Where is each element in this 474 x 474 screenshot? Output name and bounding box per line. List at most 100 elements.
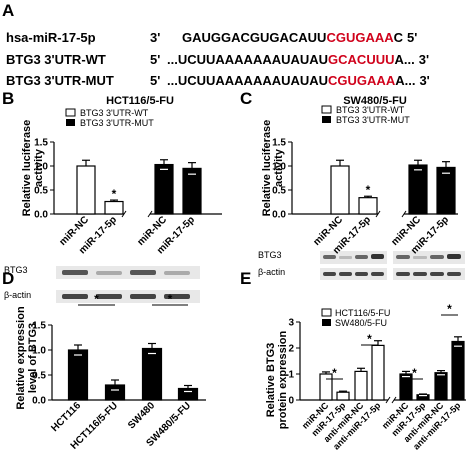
- blot-label-actin: β-actin: [4, 290, 31, 300]
- panel-b-legend: BTG3 3'UTR-WT BTG3 3'UTR-MUT: [65, 108, 154, 128]
- blot-band: [371, 272, 384, 276]
- blot-band: [355, 272, 368, 276]
- legend-swatch-hct116: [321, 308, 332, 317]
- significance-marker: *: [168, 292, 173, 306]
- bar: [154, 163, 174, 215]
- panel-b-ylabel: Relative luciferaseactivity: [21, 120, 45, 217]
- x-tick-label: HCT116: [49, 400, 83, 434]
- bar: [319, 373, 333, 401]
- bar: [67, 349, 89, 401]
- blot-band: [371, 254, 384, 259]
- ylabel-line-2: protein expression: [277, 331, 289, 430]
- blot-band: [164, 294, 190, 299]
- legend-label-wt: BTG3 3'UTR-WT: [336, 105, 405, 115]
- ylabel-line-1: Relative BTG3: [265, 343, 277, 418]
- blot-band: [447, 272, 461, 276]
- y-tick-label: 0.0: [32, 396, 46, 407]
- blot-band: [62, 294, 88, 299]
- significance-marker: *: [112, 187, 117, 201]
- bar: [399, 373, 413, 401]
- panel-label-e: E: [240, 269, 251, 288]
- y-tick-label: 0.5: [272, 186, 286, 197]
- sequence-prime-right: 3': [419, 52, 429, 67]
- sequence-prime-right: 5': [407, 30, 417, 45]
- y-tick-label: 3: [288, 318, 294, 329]
- sequence-row-label: hsa-miR-17-5p: [6, 30, 96, 45]
- sequence-tail: A...: [395, 52, 415, 67]
- sequence-tail: C: [394, 30, 404, 45]
- blot-band: [413, 272, 427, 276]
- legend-swatch-sw480: [322, 319, 331, 326]
- blot-strip-btg3-right: [393, 251, 465, 264]
- x-tick-label: SW480: [126, 400, 157, 431]
- legend-label-mut: BTG3 3'UTR-MUT: [80, 118, 154, 128]
- blot-label-btg3: BTG3: [258, 250, 282, 260]
- blot-band: [96, 294, 122, 299]
- panel-c-ylabel: Relative luciferaseactivity: [261, 120, 285, 217]
- legend-label-sw480: SW480/5-FU: [335, 318, 387, 328]
- sequence-tail: A...: [395, 73, 415, 88]
- bar: [104, 200, 124, 215]
- blot-strip-btg3: [56, 266, 200, 279]
- panel-e-ylabel: Relative BTG3protein expression: [265, 331, 289, 430]
- y-tick-label: 1.5: [272, 138, 286, 149]
- blot-band: [96, 271, 122, 275]
- legend-swatch-mut: [66, 119, 75, 126]
- axis-break-mark: [385, 396, 391, 404]
- significance-marker: *: [447, 302, 452, 316]
- y-tick-label: 0.5: [34, 186, 48, 197]
- sequence-prime-left: 5': [150, 73, 160, 88]
- sequence-row-label: BTG3 3'UTR-MUT: [6, 73, 114, 88]
- panel-e-blot: BTG3 β-actin: [258, 250, 465, 280]
- panel-b-title: HCT116/5-FU: [106, 95, 174, 107]
- sequence-prime-left: 3': [150, 30, 160, 45]
- axis-break-mark: [375, 210, 381, 218]
- sequence-row-2: BTG3 3'UTR-WT 5' ...UCUUAAAAAAAUAUAUGCAC…: [6, 52, 429, 67]
- y-tick-label: 0.0: [272, 210, 286, 221]
- bar: [436, 166, 456, 215]
- legend-label-mut: BTG3 3'UTR-MUT: [336, 115, 410, 125]
- panel-label-b: B: [2, 89, 14, 108]
- bar: [451, 340, 465, 401]
- ylabel-line-2: level of BTG3: [27, 323, 39, 393]
- y-tick-label: 2: [288, 344, 294, 355]
- blot-band: [130, 270, 156, 275]
- blot-band: [323, 255, 336, 259]
- legend-swatch-wt: [65, 108, 76, 117]
- bar: [336, 391, 350, 401]
- sequence-row-3: BTG3 3'UTR-MUT 5' ...UCUUAAAAAAAUAUAUCGU…: [6, 73, 430, 88]
- blot-band: [323, 272, 336, 276]
- ylabel-line-2: activity: [33, 148, 45, 187]
- blot-band: [339, 256, 352, 259]
- sequence-row-1: hsa-miR-17-5p 3' GAUGGACGUGACAUUCGUGAAAC…: [6, 30, 417, 45]
- sequence-black: GAUGGACGUGACAUU: [182, 30, 326, 45]
- sequence-red: GCACUUU: [328, 52, 394, 67]
- axis-break-mark: [121, 210, 127, 218]
- y-tick-label: 1.0: [272, 162, 286, 173]
- ylabel-line-1: Relative luciferase: [21, 120, 33, 217]
- blot-band: [396, 255, 410, 259]
- axis-break-mark: [391, 396, 397, 404]
- sequence-prime-right: 3': [419, 73, 429, 88]
- panel-c-legend: BTG3 3'UTR-WT BTG3 3'UTR-MUT: [321, 105, 410, 125]
- significance-marker: *: [94, 292, 99, 306]
- significance-marker: *: [367, 332, 372, 346]
- panel-d-blot: BTG3 β-actin: [4, 265, 200, 303]
- sequence-black: ...UCUUAAAAAAAUAUAU: [167, 73, 328, 88]
- significance-marker: *: [332, 366, 337, 380]
- blot-strip-actin-right: [393, 268, 465, 280]
- panel-c-title: SW480/5-FU: [343, 95, 407, 107]
- bar: [358, 197, 378, 215]
- panel-d-ylabel: Relative expressionlevel of BTG3: [15, 306, 39, 410]
- blot-band: [62, 270, 88, 275]
- blot-band: [164, 271, 190, 275]
- y-tick-label: 1.0: [34, 162, 48, 173]
- significance-marker: *: [412, 366, 417, 380]
- sequence-text: ...UCUUAAAAAAAUAUAUGCACUUUA... 3': [167, 52, 429, 67]
- panel-label-d: D: [2, 269, 14, 288]
- panel-label-c: C: [240, 89, 252, 108]
